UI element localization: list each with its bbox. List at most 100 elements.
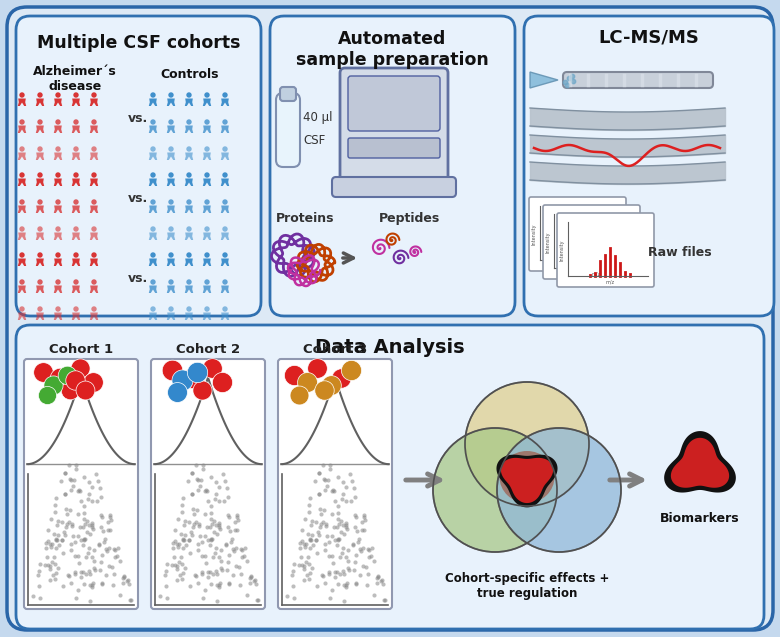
- Point: [358, 510, 370, 520]
- Point: [310, 363, 323, 373]
- Text: Data Analysis: Data Analysis: [315, 338, 465, 357]
- Point: [195, 475, 207, 485]
- Polygon shape: [671, 438, 729, 488]
- Point: [239, 543, 251, 553]
- Point: [332, 508, 345, 518]
- Point: [59, 468, 72, 478]
- Polygon shape: [90, 259, 98, 266]
- Point: [75, 567, 87, 577]
- Polygon shape: [221, 178, 229, 186]
- Point: [358, 512, 370, 522]
- Point: [328, 485, 340, 496]
- Point: [61, 508, 73, 519]
- Polygon shape: [90, 206, 98, 213]
- Polygon shape: [36, 99, 44, 106]
- Point: [340, 582, 353, 592]
- Point: [190, 571, 202, 582]
- Point: [78, 579, 90, 589]
- Point: [193, 521, 205, 531]
- Point: [32, 570, 44, 580]
- Point: [562, 73, 575, 83]
- Point: [34, 559, 47, 569]
- Point: [85, 520, 98, 530]
- Point: [47, 380, 59, 390]
- Point: [356, 517, 368, 527]
- Point: [250, 579, 262, 589]
- FancyBboxPatch shape: [348, 76, 440, 131]
- Point: [222, 557, 235, 567]
- Point: [323, 551, 335, 561]
- Circle shape: [73, 92, 79, 97]
- Point: [84, 529, 97, 539]
- Polygon shape: [149, 285, 158, 293]
- Point: [199, 531, 211, 541]
- Point: [356, 525, 368, 535]
- Point: [122, 575, 134, 585]
- Point: [220, 539, 232, 549]
- Circle shape: [73, 147, 79, 152]
- Point: [221, 565, 233, 575]
- Point: [241, 555, 254, 566]
- Point: [101, 546, 113, 556]
- Circle shape: [168, 306, 174, 311]
- Point: [324, 593, 336, 603]
- Point: [59, 489, 72, 499]
- Point: [350, 579, 363, 589]
- Point: [73, 485, 85, 495]
- Text: m/z: m/z: [605, 280, 615, 285]
- Point: [76, 566, 89, 576]
- Point: [342, 564, 355, 575]
- Point: [223, 550, 236, 560]
- Point: [302, 552, 314, 562]
- Point: [176, 506, 188, 517]
- Point: [205, 579, 218, 589]
- Point: [294, 538, 307, 548]
- Point: [298, 564, 310, 574]
- Point: [183, 517, 195, 527]
- Polygon shape: [185, 152, 193, 160]
- Point: [303, 506, 315, 517]
- Circle shape: [168, 92, 174, 97]
- Circle shape: [20, 226, 25, 232]
- Point: [159, 570, 172, 580]
- Circle shape: [204, 92, 210, 97]
- Point: [296, 525, 308, 535]
- Polygon shape: [530, 72, 558, 88]
- Circle shape: [204, 119, 210, 125]
- Point: [320, 521, 332, 531]
- Point: [62, 569, 74, 580]
- Point: [355, 546, 367, 556]
- Point: [352, 537, 364, 547]
- Circle shape: [91, 92, 97, 97]
- Polygon shape: [36, 152, 44, 160]
- Point: [176, 375, 188, 385]
- Polygon shape: [36, 125, 44, 133]
- Point: [211, 569, 223, 579]
- Polygon shape: [203, 285, 211, 293]
- Point: [52, 540, 65, 550]
- Polygon shape: [167, 178, 176, 186]
- Point: [69, 375, 81, 385]
- Point: [332, 501, 344, 511]
- Polygon shape: [203, 206, 211, 213]
- FancyBboxPatch shape: [529, 197, 626, 271]
- Point: [78, 501, 90, 511]
- Point: [196, 551, 208, 561]
- Point: [74, 522, 87, 532]
- Circle shape: [37, 172, 43, 178]
- Point: [204, 566, 216, 576]
- Point: [177, 534, 190, 544]
- Point: [205, 508, 218, 518]
- Polygon shape: [54, 125, 62, 133]
- Point: [79, 534, 91, 545]
- Point: [292, 560, 305, 570]
- Point: [558, 77, 571, 87]
- Point: [323, 569, 335, 580]
- Point: [310, 535, 323, 545]
- Polygon shape: [54, 99, 62, 106]
- Point: [315, 519, 328, 529]
- Circle shape: [222, 226, 228, 232]
- Point: [91, 476, 104, 487]
- Point: [328, 571, 341, 582]
- Point: [338, 596, 350, 606]
